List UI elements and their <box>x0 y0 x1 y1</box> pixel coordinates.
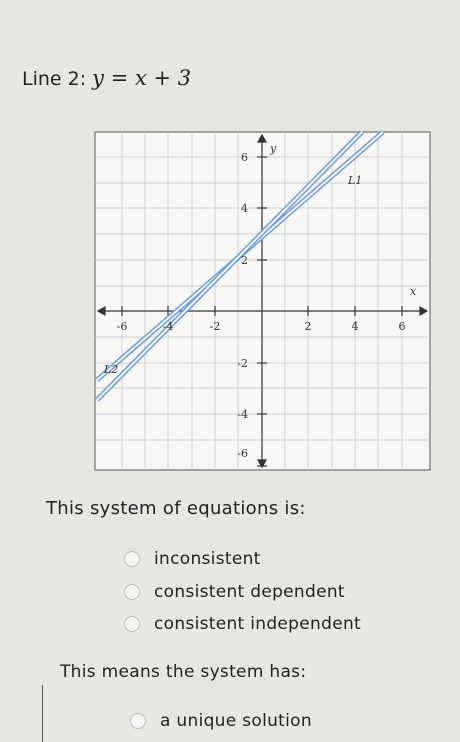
y-axis-label: y <box>269 142 277 155</box>
question: This means the system has: <box>60 662 307 682</box>
graph: -6 -4 -2 2 4 6 6 4 2 -2 -4 -6 x y L1 L2 <box>94 130 431 471</box>
axes <box>96 133 429 469</box>
radio-button[interactable] <box>124 584 140 600</box>
x-tick-label: -2 <box>210 320 221 333</box>
y-tick-label: 2 <box>241 254 248 267</box>
x-tick-label: -4 <box>163 320 174 333</box>
radio-option[interactable]: a unique solution <box>130 711 312 731</box>
option-label[interactable]: consistent dependent <box>154 582 345 602</box>
radio-option[interactable]: inconsistent <box>124 549 261 569</box>
y-tick-label: -2 <box>237 357 248 370</box>
y-tick-label: -6 <box>237 447 248 460</box>
option-label[interactable]: a unique solution <box>160 711 312 731</box>
y-tick-label: 6 <box>241 151 248 164</box>
radio-option[interactable]: consistent dependent <box>124 582 345 602</box>
x-tick-label: 4 <box>352 320 359 333</box>
line-label: L2 <box>103 363 118 376</box>
line-label: L1 <box>347 174 362 187</box>
plotted-lines <box>95 130 385 402</box>
x-tick-label: -6 <box>117 320 128 333</box>
equation: y = x + 3 <box>92 66 192 90</box>
radio-button[interactable] <box>124 551 140 567</box>
line-heading: Line 2: y = x + 3 <box>22 66 191 90</box>
radio-button[interactable] <box>124 616 140 632</box>
line-label: Line 2: <box>22 68 87 90</box>
y-tick-label: -4 <box>237 408 248 421</box>
x-tick-label: 6 <box>399 320 406 333</box>
divider <box>42 685 43 742</box>
question: This system of equations is: <box>46 498 306 519</box>
option-label[interactable]: consistent independent <box>154 614 361 634</box>
radio-option[interactable]: consistent independent <box>124 614 361 634</box>
x-tick-label: 2 <box>305 320 312 333</box>
y-tick-label: 4 <box>241 202 248 215</box>
option-label[interactable]: inconsistent <box>154 549 261 569</box>
radio-button[interactable] <box>130 713 146 729</box>
x-axis-label: x <box>410 285 417 298</box>
